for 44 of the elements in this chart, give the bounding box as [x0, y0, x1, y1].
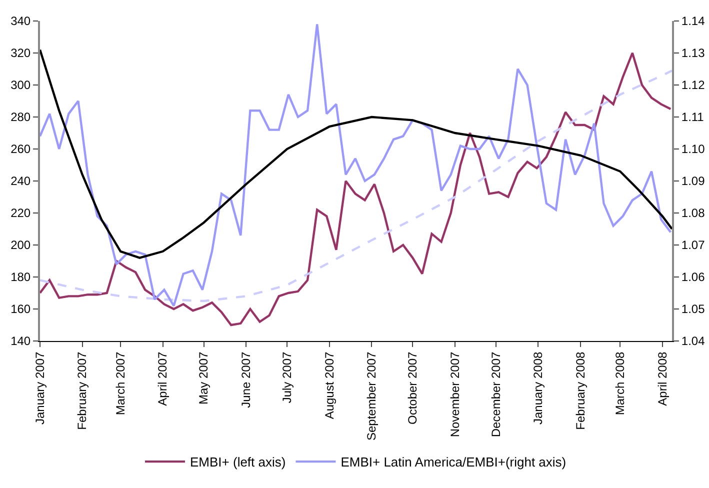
y2-tick-label: 1.11 [681, 110, 704, 124]
y2-tick-label: 1.13 [681, 46, 706, 60]
y2-tick-label: 1.12 [681, 78, 706, 92]
legend-label: EMBI+ Latin America/EMBI+(right axis) [340, 454, 566, 470]
y-tick-label: 200 [10, 238, 31, 252]
y-tick-label: 260 [10, 142, 31, 156]
x-tick-label: September 2007 [364, 351, 379, 441]
x-tick-label: June 2007 [239, 351, 254, 408]
y2-tick-label: 1.09 [681, 174, 706, 188]
x-tick-label: January 2008 [531, 351, 546, 425]
y2-tick-label: 1.10 [681, 142, 706, 156]
y-tick-label: 320 [10, 46, 31, 60]
y-tick-label: 240 [10, 174, 31, 188]
x-tick-label: December 2007 [488, 351, 503, 438]
y2-tick-label: 1.07 [681, 238, 706, 252]
x-tick-label: April 2008 [655, 351, 670, 406]
line-series [40, 48, 672, 259]
y-tick-label: 300 [10, 78, 31, 92]
y2-tick-label: 1.05 [681, 302, 706, 316]
y-tick-label: 280 [10, 110, 31, 124]
x-tick-label: October 2007 [406, 351, 420, 425]
legend-label: EMBI+ (left axis) [190, 454, 286, 470]
y-tick-label: 180 [10, 270, 31, 284]
y-tick-label: 340 [10, 14, 31, 28]
x-tick-label: February 2007 [75, 351, 90, 430]
y-tick-label: 160 [10, 302, 31, 316]
line-series [40, 23, 672, 307]
y2-tick-label: 1.04 [681, 334, 706, 348]
y-tick-label: 140 [10, 334, 31, 348]
x-tick-label: May 2007 [196, 351, 211, 405]
line-series [40, 70, 672, 302]
y2-tick-label: 1.14 [681, 14, 706, 28]
x-tick-label: February 2008 [573, 351, 588, 430]
x-tick-label: July 2007 [280, 351, 294, 404]
y2-tick-label: 1.06 [681, 270, 706, 284]
x-tick-label: March 2007 [113, 351, 128, 416]
x-tick-label: March 2008 [613, 351, 628, 416]
x-tick-label: April 2007 [156, 351, 170, 406]
x-tick-label: November 2007 [448, 351, 462, 438]
line-series [40, 52, 672, 326]
y2-tick-label: 1.08 [681, 206, 706, 220]
x-tick-label: January 2007 [32, 351, 47, 425]
x-tick-label: August 2007 [322, 351, 336, 420]
y-tick-label: 220 [10, 206, 31, 220]
